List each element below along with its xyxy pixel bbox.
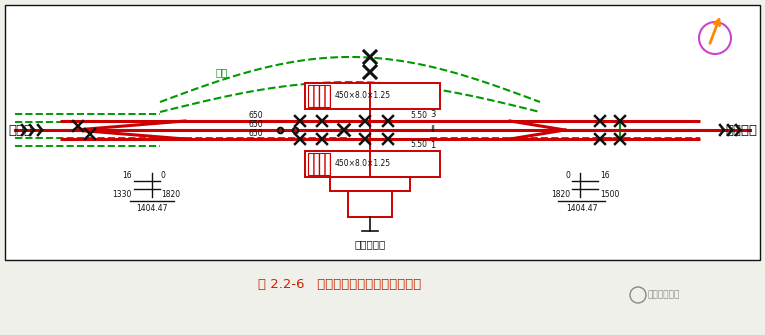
Text: 塞北管理区: 塞北管理区 [354,239,386,249]
Text: 0: 0 [161,171,166,180]
Text: 货场: 货场 [216,67,228,77]
Bar [330,177,410,191]
Text: 1500: 1500 [600,190,620,199]
Text: 1404.47: 1404.47 [566,204,597,213]
Text: 5.50: 5.50 [410,140,427,149]
Text: 1404.47: 1404.47 [136,204,168,213]
Text: 650: 650 [249,120,263,129]
Bar [305,151,440,177]
Text: 1820: 1820 [161,190,180,199]
Text: 1: 1 [430,141,435,150]
Text: 铁路建设规划: 铁路建设规划 [648,290,680,299]
Text: 16: 16 [600,171,610,180]
Text: 5.50: 5.50 [410,111,427,120]
Text: 16: 16 [122,171,132,180]
Bar [308,85,330,107]
Text: II: II [430,126,435,134]
Text: 1330: 1330 [112,190,132,199]
Text: 太子城: 太子城 [8,124,32,136]
Bar [308,153,330,175]
Text: 450×8.0×1.25: 450×8.0×1.25 [335,91,391,100]
Text: 650: 650 [249,111,263,120]
Text: 3: 3 [430,110,435,119]
Bar [5,5,760,260]
Text: 0: 0 [565,171,570,180]
Text: 650: 650 [249,129,263,138]
Text: 1820: 1820 [551,190,570,199]
Text: 锡林浩特: 锡林浩特 [725,124,757,136]
Bar [348,191,392,217]
Text: 图 2.2-6   塞北管理区站平面布置示意图: 图 2.2-6 塞北管理区站平面布置示意图 [259,278,422,291]
Text: 450×8.0×1.25: 450×8.0×1.25 [335,159,391,169]
Bar [305,83,440,109]
